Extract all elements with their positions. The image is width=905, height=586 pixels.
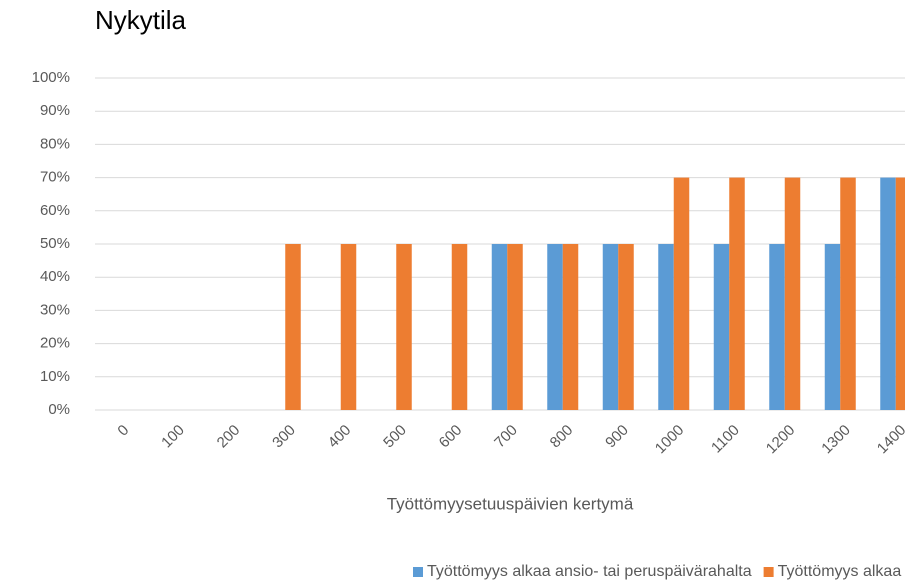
x-tick-label: 300 (269, 422, 299, 452)
bar (340, 244, 357, 410)
bar (451, 244, 468, 410)
bar (658, 244, 674, 410)
y-tick-label: 10% (40, 368, 70, 385)
bar (507, 244, 523, 410)
x-tick-label: 900 (602, 422, 632, 452)
y-tick-label: 60% (40, 202, 70, 219)
bar (784, 177, 801, 410)
bar (562, 244, 579, 410)
x-tick-label: 800 (547, 422, 577, 452)
bar (895, 177, 905, 410)
y-tick-label: 30% (40, 301, 70, 318)
x-tick-label: 100 (158, 422, 188, 452)
x-tick-label: 600 (436, 422, 466, 452)
bar (840, 177, 856, 410)
y-tick-label: 70% (40, 169, 70, 186)
x-tick-label: 1100 (708, 422, 743, 457)
x-tick-label: 200 (214, 422, 244, 452)
x-tick-label: 1300 (818, 422, 854, 458)
y-tick-label: 20% (40, 335, 70, 352)
x-tick-label: 0 (114, 422, 132, 440)
y-tick-label: 40% (40, 268, 70, 285)
bar (285, 244, 301, 410)
bar (396, 244, 412, 410)
x-axis-title: Työttömyysetuuspäivien kertymä (387, 494, 634, 513)
x-tick-label: 700 (491, 422, 521, 452)
bar (713, 244, 730, 410)
bar (769, 244, 785, 410)
legend-swatch (763, 567, 774, 577)
x-tick-label: 400 (325, 422, 355, 452)
bar (547, 244, 563, 410)
y-tick-label: 90% (40, 102, 70, 119)
y-tick-label: 0% (48, 401, 70, 418)
legend-label: Työttömyys alkaa työmarkkinatuelta (778, 563, 905, 580)
chart-title: Nykytila (95, 5, 187, 35)
y-tick-label: 50% (40, 235, 70, 252)
y-tick-label: 100% (32, 69, 70, 86)
legend-swatch (413, 567, 423, 577)
x-tick-label: 1000 (652, 422, 688, 458)
x-tick-label: 1400 (874, 422, 905, 458)
bar (880, 177, 896, 410)
bar (673, 177, 690, 410)
legend-label: Työttömyys alkaa ansio- tai peruspäivära… (427, 563, 752, 580)
bar (602, 244, 619, 410)
bar (491, 244, 508, 410)
x-tick-label: 1200 (763, 422, 799, 458)
bar (824, 244, 841, 410)
bar (729, 177, 745, 410)
y-tick-label: 80% (40, 135, 70, 152)
x-tick-label: 500 (380, 422, 410, 452)
bar (618, 244, 634, 410)
